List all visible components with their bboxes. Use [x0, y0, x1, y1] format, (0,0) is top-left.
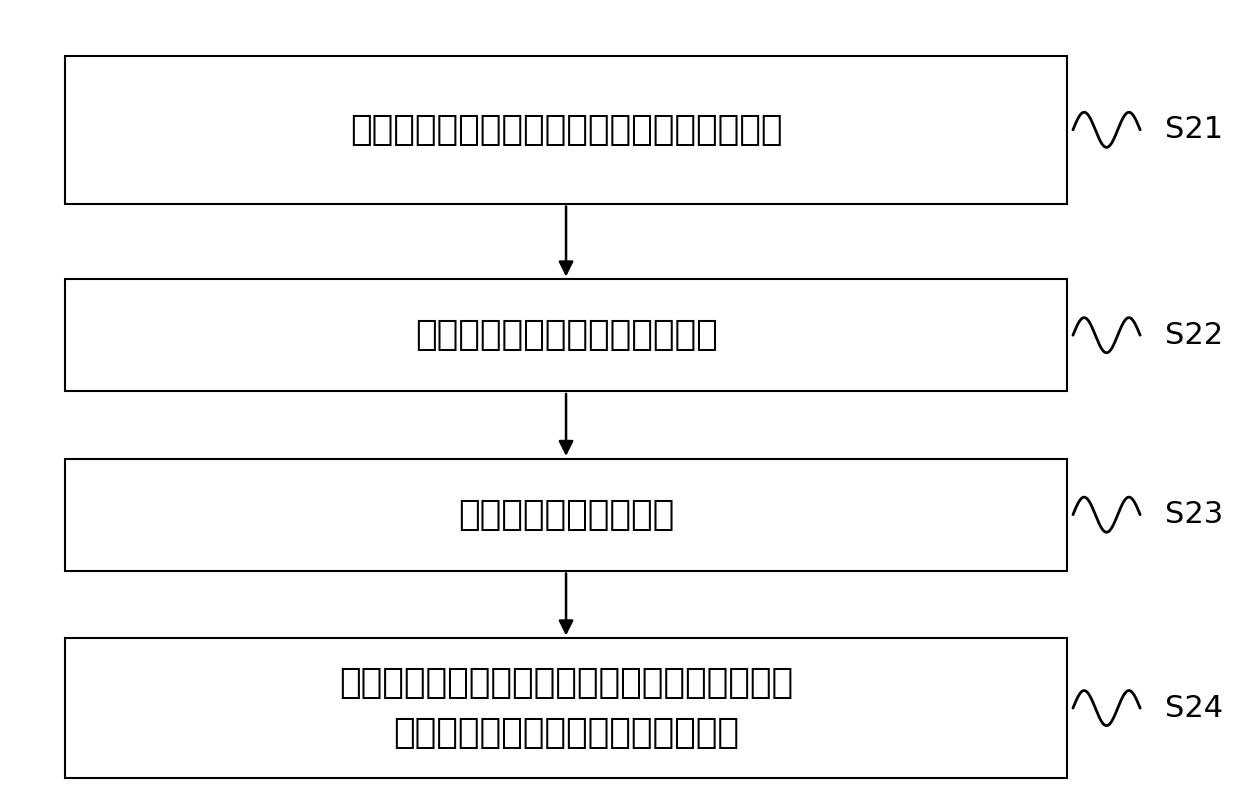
Text: 在基材表面印刷低熳点金属，仅油墨图案上覆盖
有低熳点金属，得到低熳点金属图案: 在基材表面印刷低熳点金属，仅油墨图案上覆盖 有低熳点金属，得到低熳点金属图案 — [339, 666, 794, 750]
Bar — [66, 280, 1066, 391]
Text: S23: S23 — [1164, 501, 1223, 530]
Bar — [66, 638, 1066, 778]
Text: S24: S24 — [1164, 694, 1223, 723]
Text: S22: S22 — [1164, 321, 1223, 350]
Text: 使基材表面的油墨固化: 使基材表面的油墨固化 — [458, 497, 675, 532]
Text: 选择可粘附基材，且可粘附低熳点金属的油墨: 选择可粘附基材，且可粘附低熳点金属的油墨 — [350, 113, 782, 147]
Bar — [66, 56, 1066, 204]
Bar — [66, 459, 1066, 571]
Text: 在基材表面用油墨印制油墨图案: 在基材表面用油墨印制油墨图案 — [414, 318, 718, 352]
Text: S21: S21 — [1164, 115, 1223, 144]
